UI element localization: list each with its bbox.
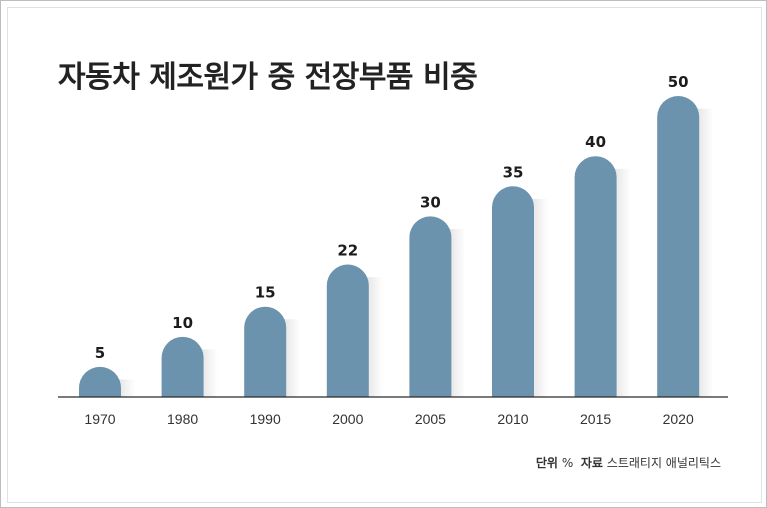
- value-label: 22: [337, 242, 358, 260]
- bar-2010: [492, 186, 534, 397]
- bar-2015: [574, 156, 617, 397]
- source-label: 자료: [580, 456, 603, 470]
- value-label: 10: [172, 314, 193, 332]
- x-tick-label: 2000: [332, 411, 363, 427]
- chart-inner-border: [7, 7, 762, 503]
- x-tick-label: 1970: [84, 411, 115, 427]
- x-tick-label: 2020: [663, 411, 694, 427]
- x-tick-label: 2005: [415, 411, 446, 427]
- x-tick-label: 1980: [167, 411, 198, 427]
- chart-title: 자동차 제조원가 중 전장부품 비중: [58, 60, 478, 95]
- value-label: 35: [503, 163, 524, 181]
- value-labels: 5 10 15 22 30 35 40 50: [95, 73, 689, 362]
- bar-1990: [244, 306, 287, 397]
- x-tick-label: 2015: [580, 411, 611, 427]
- bar-2005: [409, 216, 452, 397]
- value-label: 15: [255, 284, 276, 302]
- source-note: 단위 % 자료 스트래티지 애널리틱스: [536, 454, 721, 471]
- value-label: 40: [585, 133, 606, 151]
- value-label: 50: [668, 73, 689, 91]
- source-value: 스트래티지 애널리틱스: [606, 456, 721, 470]
- value-label: 5: [95, 344, 105, 362]
- x-tick-label: 2010: [497, 411, 528, 427]
- x-tick-label: 1990: [250, 411, 281, 427]
- bar-1970: [79, 366, 121, 397]
- bar-2000: [326, 264, 369, 397]
- bar-2020: [657, 96, 700, 398]
- bars: [79, 96, 700, 398]
- unit-label: 단위: [535, 456, 558, 470]
- unit-value: %: [561, 456, 574, 470]
- value-label: 30: [420, 193, 441, 211]
- bar-1980: [161, 336, 204, 397]
- x-tick-labels: 1970 1980 1990 2000 2005 2010 2015 2020: [84, 411, 694, 427]
